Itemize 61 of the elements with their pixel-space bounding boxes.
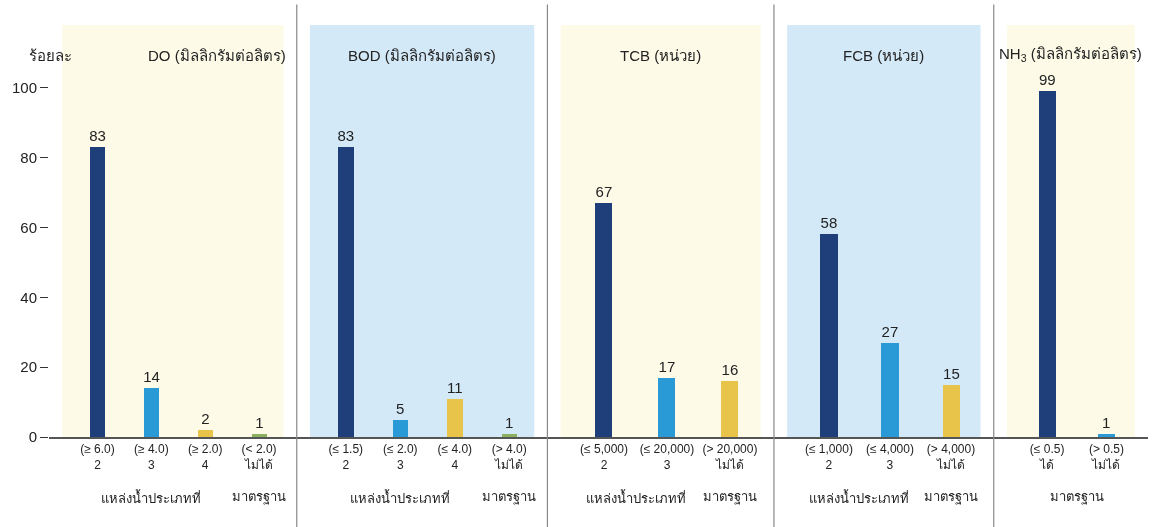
data-label: 5 — [396, 400, 405, 417]
x-tick-label: (> 20,000) ไม่ได้ — [702, 442, 758, 472]
text: FCB (หน่วย) — [843, 47, 925, 64]
x-tick-label: (≥ 2.0) 4 — [187, 442, 223, 472]
text: มาตรฐาน — [1050, 489, 1104, 505]
text: มาตรฐาน — [703, 489, 757, 505]
x-tick-label: (> 4.0) ไม่ได้ — [491, 442, 527, 472]
x-tick-label: (≤ 20,000) 3 — [639, 442, 695, 472]
data-label: 14 — [143, 368, 160, 385]
bar — [90, 147, 105, 437]
data-label: 1 — [1102, 414, 1111, 431]
data-label: 58 — [820, 214, 838, 231]
y-tick-label: 0 — [28, 428, 37, 446]
text: มาตรฐาน — [482, 489, 536, 505]
text: TCB (หน่วย) — [620, 47, 702, 64]
data-label: 27 — [881, 323, 899, 340]
text: แหล่งน้ำประเภทที่ — [809, 489, 909, 506]
y-tick-label: 80 — [20, 148, 37, 166]
bar — [252, 434, 267, 437]
data-label: 15 — [943, 365, 960, 382]
data-label: 11 — [446, 379, 463, 396]
bar — [501, 434, 517, 437]
data-label: 1 — [505, 414, 514, 431]
x-tick-label: (≤ 0.5) ได้ — [1029, 442, 1065, 472]
text: แหล่งน้ำประเภทที่ — [586, 489, 686, 506]
y-tick-label: 100 — [11, 79, 37, 97]
bar — [446, 399, 463, 437]
x-tick-label: (≥ 4.0) 3 — [134, 442, 169, 472]
bar — [392, 420, 408, 437]
text: มาตรฐาน — [232, 489, 286, 505]
x-tick-label: (> 4,000) ไม่ได้ — [926, 442, 976, 472]
x-tick-label: (≤ 1,000) 2 — [804, 442, 853, 472]
x-tick-label: (≤ 1.5) 2 — [328, 442, 364, 472]
text: มาตรฐาน — [924, 489, 978, 505]
y-axis-title: ร้อยละ — [29, 47, 72, 64]
bar — [144, 388, 159, 437]
y-tick-label: 40 — [20, 288, 37, 306]
x-tick-label: (≤ 4.0) 4 — [437, 442, 473, 472]
data-label: 67 — [595, 183, 613, 200]
data-label: 17 — [658, 358, 676, 375]
data-label: 2 — [201, 410, 210, 427]
text: NH$_{3}$ (มิลลิกรัมต่อลิตร) — [999, 45, 1142, 65]
data-label: 1 — [255, 414, 264, 431]
text: แหล่งน้ำประเภทที่ — [350, 489, 450, 506]
data-label: 16 — [721, 361, 739, 378]
x-tick-label: (≤ 4,000) 3 — [865, 442, 914, 472]
x-tick-label: (≥ 6.0) 2 — [80, 442, 115, 472]
text: แหล่งน้ำประเภทที่ — [101, 489, 201, 506]
bar — [198, 430, 213, 437]
data-label: 99 — [1038, 71, 1056, 88]
x-tick-label: (< 2.0) ไม่ได้ — [241, 442, 277, 472]
y-tick-label: 60 — [20, 218, 37, 236]
x-tick-label: (≤ 2.0) 3 — [382, 442, 418, 472]
text: DO (มิลลิกรัมต่อลิตร) — [148, 47, 286, 64]
x-tick-label: (> 0.5) ไม่ได้ — [1088, 442, 1124, 472]
x-tick-label: (≤ 5,000) 2 — [580, 442, 629, 472]
text: BOD (มิลลิกรัมต่อลิตร) — [348, 47, 496, 64]
data-label: 83 — [89, 127, 106, 144]
data-label: 83 — [337, 127, 355, 144]
bar — [337, 147, 354, 437]
y-tick-label: 20 — [20, 358, 37, 376]
